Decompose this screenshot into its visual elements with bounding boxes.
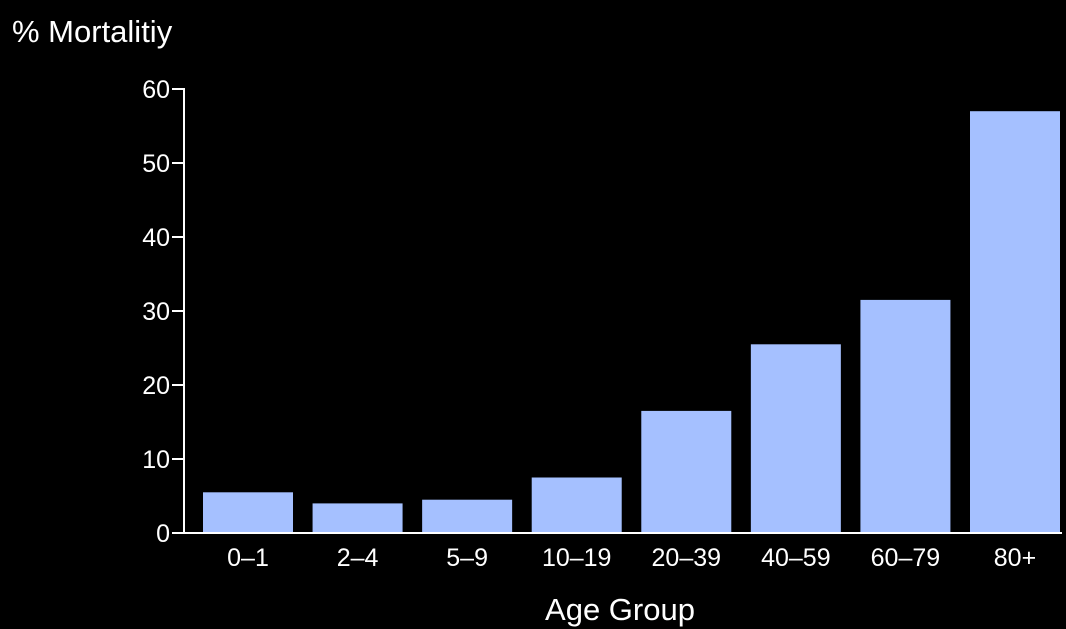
bar xyxy=(970,111,1060,533)
y-tick-label: 0 xyxy=(156,520,170,548)
x-tick-label: 60–79 xyxy=(871,544,941,572)
bar xyxy=(860,299,951,533)
x-axis: 0–1 2–4 5–9 10–19 20–39 40–59 60–79 80+ xyxy=(227,544,1036,572)
x-tick-label: 40–59 xyxy=(761,544,831,572)
y-tick-label: 10 xyxy=(142,446,170,474)
bars xyxy=(203,111,1060,533)
bar xyxy=(203,492,293,533)
x-tick-label: 0–1 xyxy=(227,544,269,572)
y-tick-label: 50 xyxy=(142,150,170,178)
y-tick-label: 20 xyxy=(142,372,170,400)
x-tick-label: 5–9 xyxy=(446,544,488,572)
y-tick-label: 40 xyxy=(142,224,170,252)
bar xyxy=(750,344,841,533)
bar xyxy=(531,477,622,533)
x-tick-label: 80+ xyxy=(994,544,1036,572)
x-tick-label: 10–19 xyxy=(542,544,612,572)
bar xyxy=(422,499,513,533)
x-axis-title: Age Group xyxy=(545,592,695,627)
bar xyxy=(312,503,403,533)
y-axis: 0 10 20 30 40 50 60 xyxy=(142,76,184,548)
x-tick-label: 20–39 xyxy=(652,544,722,572)
y-axis-title: % Mortalitiy xyxy=(12,14,173,49)
x-tick-label: 2–4 xyxy=(337,544,379,572)
y-tick-label: 60 xyxy=(142,76,170,104)
y-tick-label: 30 xyxy=(142,298,170,326)
bar xyxy=(641,410,732,533)
